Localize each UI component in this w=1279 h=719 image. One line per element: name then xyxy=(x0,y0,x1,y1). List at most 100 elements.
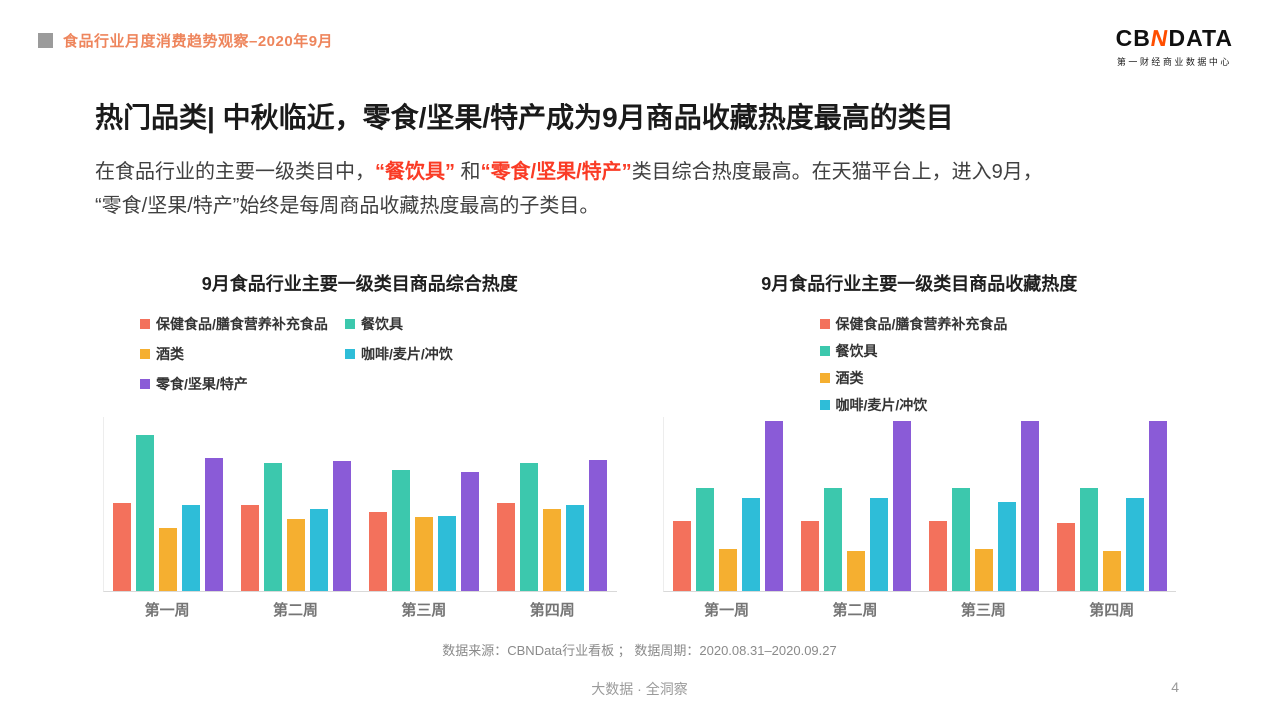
bar xyxy=(1148,421,1167,591)
highlight-tableware: “餐饮具” xyxy=(375,161,455,183)
legend-item: 酒类 xyxy=(819,368,1008,388)
bar xyxy=(1020,421,1039,591)
x-axis-label: 第四周 xyxy=(529,602,575,619)
legend-item: 保健食品/膳食营养补充食品 xyxy=(140,314,345,334)
bar xyxy=(764,421,783,591)
bar-group xyxy=(497,460,608,591)
legend-label: 保健食品/膳食营养补充食品 xyxy=(835,316,1008,332)
bar xyxy=(264,463,283,591)
legend-swatch-icon xyxy=(140,319,150,329)
legend-swatch-icon xyxy=(140,379,150,389)
bar xyxy=(543,509,562,591)
bar xyxy=(159,528,178,591)
bar-group xyxy=(113,435,224,591)
report-header: 食品行业月度消费趋势观察–2020年9月 xyxy=(38,30,333,51)
x-axis-label: 第三周 xyxy=(401,602,447,619)
legend-label: 餐饮具 xyxy=(361,316,403,332)
chart-plot xyxy=(662,417,1176,592)
bar xyxy=(1102,551,1121,591)
chart-favorite-heat: 9月食品行业主要一级类目商品收藏热度 保健食品/膳食营养补充食品 餐饮具酒类咖啡/… xyxy=(655,270,1185,622)
bar xyxy=(520,463,539,591)
legend-swatch-icon xyxy=(345,349,355,359)
legend-item: 餐饮具 xyxy=(345,314,453,334)
bar xyxy=(951,488,970,591)
bar-group xyxy=(369,470,480,591)
bar-group xyxy=(241,461,352,591)
bar-group xyxy=(672,421,783,591)
x-axis-labels: 第一周 第二周 第三周 第四周 xyxy=(103,599,617,620)
x-axis-label: 第四周 xyxy=(1089,602,1135,619)
legend-swatch-icon xyxy=(819,319,830,329)
x-axis-label: 第三周 xyxy=(960,602,1006,619)
legend-label: 酒类 xyxy=(835,370,864,386)
slide-title: 热门品类| 中秋临近，零食/坚果/特产成为9月商品收藏热度最高的类目 xyxy=(95,102,954,133)
bar xyxy=(438,516,457,591)
legend-label: 保健食品/膳食营养补充食品 xyxy=(156,316,328,332)
x-axis-label: 第二周 xyxy=(832,602,878,619)
bar xyxy=(566,505,585,591)
legend-label: 咖啡/麦片/冲饮 xyxy=(835,397,928,413)
legend-label: 咖啡/麦片/冲饮 xyxy=(361,346,453,362)
legend-swatch-icon xyxy=(345,319,355,329)
chart-plot xyxy=(103,417,617,592)
bar xyxy=(369,512,388,591)
legend-label: 零食/坚果/特产 xyxy=(156,376,248,392)
charts-row: 9月食品行业主要一级类目商品综合热度 保健食品/膳食营养补充食品 餐饮具 酒类 咖啡/… xyxy=(95,270,1184,622)
header-square-marker xyxy=(38,33,53,48)
legend-label: 酒类 xyxy=(156,346,184,362)
bar xyxy=(695,488,714,591)
bar xyxy=(205,458,224,591)
bar-group xyxy=(800,421,911,591)
bar xyxy=(892,421,911,591)
legend-item: 咖啡/麦片/冲饮 xyxy=(819,395,1008,415)
legend-item: 酒类 xyxy=(140,344,345,364)
bar xyxy=(672,521,691,591)
x-axis-label: 第二周 xyxy=(273,602,319,619)
bar xyxy=(800,521,819,591)
legend-swatch-icon xyxy=(819,346,830,356)
footer-slogan: 大数据 · 全洞察 xyxy=(591,681,688,697)
legend-item: 保健食品/膳食营养补充食品 xyxy=(819,314,1008,334)
paragraph-text-1: 在食品行业的主要一级类目中， xyxy=(95,161,375,183)
cbndata-logo: CBNDATA 第一财经商业数据中心 xyxy=(1116,25,1233,68)
bar-group xyxy=(1056,421,1167,591)
bar xyxy=(1079,488,1098,591)
paragraph-line-2: “零食/坚果/特产”始终是每周商品收藏热度最高的子类目。 xyxy=(95,195,600,217)
bar xyxy=(589,460,608,591)
bar xyxy=(241,505,260,591)
data-source-note: 数据来源：CBNData行业看板 ； 数据周期：2020.08.31–2020.… xyxy=(442,643,837,658)
bar xyxy=(392,470,411,591)
legend-label: 餐饮具 xyxy=(835,343,878,359)
report-title: 食品行业月度消费趋势观察–2020年9月 xyxy=(63,33,334,50)
chart-title: 9月食品行业主要一级类目商品收藏热度 xyxy=(761,274,1078,294)
paragraph-text-3: 类目综合热度最高。在天猫平台上，进入9月， xyxy=(631,161,1043,183)
legend-swatch-icon xyxy=(819,373,830,383)
page-number: 4 xyxy=(1171,679,1179,695)
paragraph-text-2: 和 xyxy=(455,161,481,183)
bar xyxy=(974,549,993,591)
bar xyxy=(136,435,155,591)
x-axis-labels: 第一周 第二周 第三周 第四周 xyxy=(663,599,1177,620)
bar xyxy=(333,461,352,591)
chart-title: 9月食品行业主要一级类目商品综合热度 xyxy=(201,274,518,294)
bar xyxy=(497,503,516,591)
bar xyxy=(823,488,842,591)
bar xyxy=(741,498,760,591)
bar xyxy=(928,521,947,591)
highlight-snacks: “零食/坚果/特产” xyxy=(480,161,632,183)
bar xyxy=(310,509,329,591)
bar xyxy=(182,505,201,591)
bar xyxy=(869,498,888,591)
chart-legend: 保健食品/膳食营养补充食品 餐饮具酒类咖啡/麦片/冲饮 xyxy=(819,314,1008,415)
legend-swatch-icon xyxy=(140,349,150,359)
bar xyxy=(718,549,737,591)
legend-item: 餐饮具 xyxy=(819,341,1008,361)
logo-letters-data: DATA xyxy=(1168,25,1233,51)
logo-subtitle: 第一财经商业数据中心 xyxy=(1116,57,1232,67)
bar xyxy=(846,551,865,591)
logo-wordmark: CBNDATA xyxy=(1116,25,1233,52)
chart-comprehensive-heat: 9月食品行业主要一级类目商品综合热度 保健食品/膳食营养补充食品 餐饮具酒类 咖啡/… xyxy=(95,270,625,622)
bar xyxy=(1125,498,1144,591)
legend-item: 零食/坚果/特产 xyxy=(140,374,345,394)
